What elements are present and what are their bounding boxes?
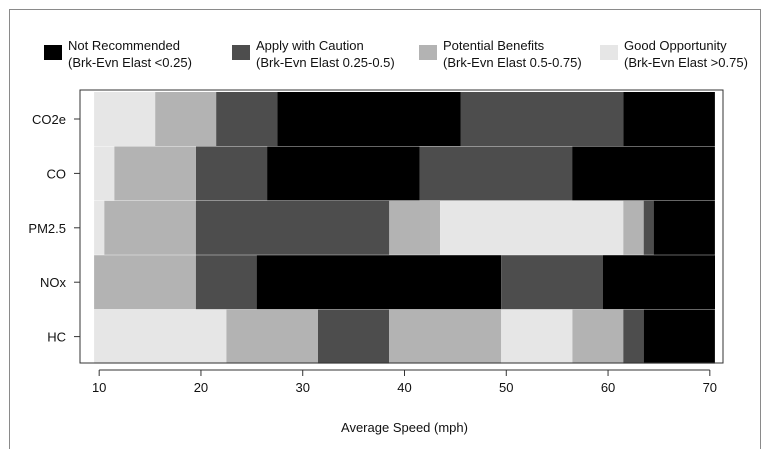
legend-swatch-potential_benefits bbox=[419, 45, 437, 60]
legend-swatch-apply_with_caution bbox=[232, 45, 250, 60]
x-tick-label: 70 bbox=[703, 380, 717, 395]
bar-segment-co2e-4 bbox=[460, 92, 624, 146]
bar-segment-hc-7 bbox=[643, 309, 715, 364]
x-tick-label: 40 bbox=[397, 380, 411, 395]
bar-segment-hc-5 bbox=[572, 309, 624, 364]
bar-segment-nox-0 bbox=[94, 255, 196, 310]
bar-segment-hc-4 bbox=[501, 309, 573, 364]
bar-segment-co-4 bbox=[419, 146, 573, 201]
bar-segment-nox-2 bbox=[256, 255, 502, 310]
bar-segment-co2e-3 bbox=[277, 92, 461, 146]
bar-segment-co2e-0 bbox=[94, 92, 156, 146]
x-tick-label: 10 bbox=[92, 380, 106, 395]
bar-segment-co-0 bbox=[94, 146, 115, 201]
x-tick-label: 30 bbox=[295, 380, 309, 395]
legend-sublabel-not_recommended: (Brk-Evn Elast <0.25) bbox=[68, 55, 192, 70]
bar-segment-hc-6 bbox=[623, 309, 644, 364]
y-tick-label: CO2e bbox=[32, 112, 66, 127]
y-tick-label: HC bbox=[47, 330, 66, 345]
bar-segment-pm25-1 bbox=[104, 200, 196, 255]
legend-sublabel-apply_with_caution: (Brk-Evn Elast 0.25-0.5) bbox=[256, 55, 395, 70]
legend-label-not_recommended: Not Recommended bbox=[68, 38, 180, 53]
legend: Not Recommended (Brk-Evn Elast <0.25) Appl… bbox=[44, 38, 748, 70]
bar-segment-co2e-1 bbox=[155, 92, 217, 146]
x-tick-label: 20 bbox=[194, 380, 208, 395]
legend-label-good_opportunity: Good Opportunity bbox=[624, 38, 727, 53]
legend-sublabel-potential_benefits: (Brk-Evn Elast 0.5-0.75) bbox=[443, 55, 582, 70]
x-tick-label: 50 bbox=[499, 380, 513, 395]
bars bbox=[94, 92, 715, 364]
bar-segment-pm25-0 bbox=[94, 200, 105, 255]
bar-segment-co2e-2 bbox=[216, 92, 278, 146]
x-axis: 10 20 30 40 50 60 70 bbox=[92, 369, 717, 395]
legend-label-potential_benefits: Potential Benefits bbox=[443, 38, 545, 53]
figure-frame bbox=[9, 9, 761, 449]
bar-segment-pm25-3 bbox=[389, 200, 441, 255]
x-tick-label: 60 bbox=[601, 380, 615, 395]
y-tick-label: PM2.5 bbox=[28, 221, 66, 236]
bar-segment-nox-1 bbox=[195, 255, 257, 310]
bar-segment-nox-4 bbox=[603, 255, 715, 310]
bar-segment-co2e-5 bbox=[623, 92, 715, 146]
legend-swatch-good_opportunity bbox=[600, 45, 618, 60]
bar-segment-pm25-4 bbox=[440, 200, 624, 255]
plot-border bbox=[79, 89, 724, 364]
bar-segment-co-2 bbox=[195, 146, 268, 201]
y-tick-label: NOx bbox=[40, 275, 67, 290]
bar-segment-pm25-6 bbox=[643, 200, 654, 255]
x-axis-title: Average Speed (mph) bbox=[341, 420, 468, 435]
bar-segment-hc-0 bbox=[94, 309, 227, 364]
bar-segment-nox-3 bbox=[501, 255, 603, 310]
bar-segment-pm25-7 bbox=[653, 200, 715, 255]
y-axis: CO2e CO PM2.5 NOx HC bbox=[28, 112, 80, 345]
bar-segment-co-1 bbox=[114, 146, 196, 201]
y-tick-label: CO bbox=[47, 166, 67, 181]
bar-segment-co-3 bbox=[267, 146, 420, 201]
legend-label-apply_with_caution: Apply with Caution bbox=[256, 38, 364, 53]
bar-segment-pm25-2 bbox=[195, 200, 390, 255]
legend-sublabel-good_opportunity: (Brk-Evn Elast >0.75) bbox=[624, 55, 748, 70]
bar-segment-hc-2 bbox=[318, 309, 390, 364]
bar-segment-hc-3 bbox=[389, 309, 502, 364]
legend-swatch-not_recommended bbox=[44, 45, 62, 60]
bar-segment-co-5 bbox=[572, 146, 715, 201]
bar-segment-pm25-5 bbox=[623, 200, 644, 255]
bar-segment-hc-1 bbox=[226, 309, 318, 364]
